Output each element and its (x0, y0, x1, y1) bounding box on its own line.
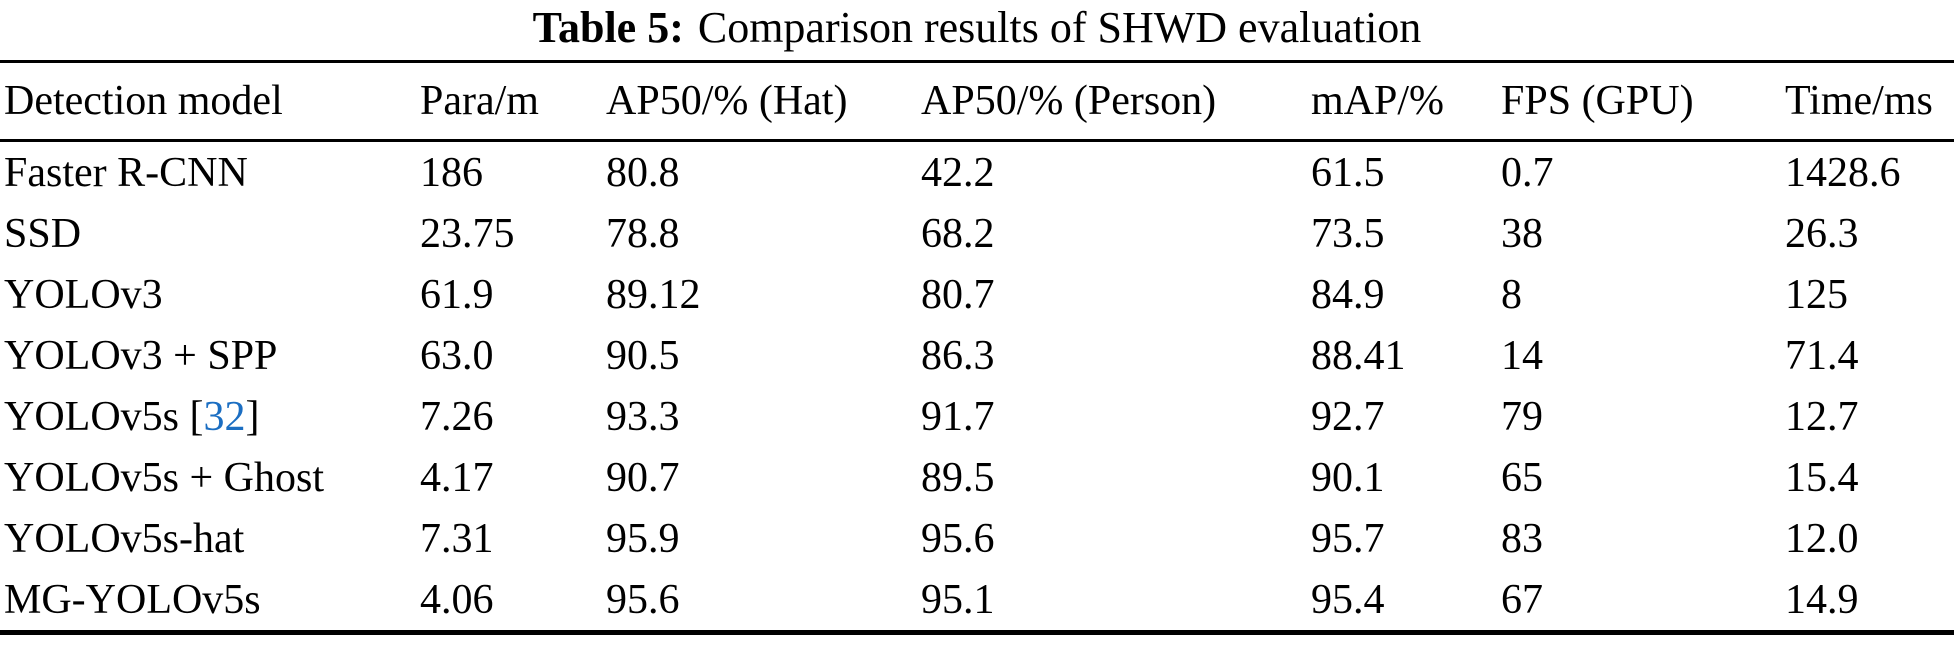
value-cell: 91.7 (921, 393, 995, 440)
value-cell: 80.7 (921, 271, 995, 318)
model-name-cell: YOLOv3 + SPP (4, 332, 278, 379)
value-cell: 65 (1501, 454, 1543, 501)
table-caption-text: Comparison results of SHWD evaluation (697, 3, 1422, 52)
citation-link[interactable]: 32 (203, 393, 246, 440)
column-header: Time/ms (1785, 60, 1954, 143)
value-cell: 7.31 (420, 515, 494, 562)
table-body: Faster R-CNN 186 80.8 42.2 61.5 0.7 1428.6 SSD 2… (0, 141, 1954, 636)
value-cell: 93.3 (606, 393, 680, 440)
value-cell: 61.9 (420, 271, 494, 318)
table-row: YOLOv5s [32] 7.26 93.3 91.7 92.7 79 12.7 (0, 386, 1954, 447)
value-cell: 23.75 (420, 210, 515, 257)
value-cell: 86.3 (921, 332, 995, 379)
value-cell: 14.9 (1785, 569, 1954, 636)
value-cell: 42.2 (921, 149, 995, 196)
header-row: Detection model Para/m AP50/% (Hat) AP50/% … (0, 60, 1954, 143)
model-name-cell: SSD (4, 210, 82, 257)
value-cell: 73.5 (1311, 210, 1385, 257)
value-cell: 90.7 (606, 454, 680, 501)
value-cell: 15.4 (1785, 454, 1859, 501)
value-cell: 95.6 (606, 569, 921, 636)
table-caption-label: Table 5: (532, 3, 684, 52)
value-cell: 84.9 (1311, 271, 1385, 318)
value-cell: 12.7 (1785, 393, 1859, 440)
comparison-table: Detection model Para/m AP50/% (Hat) AP50/% … (0, 60, 1954, 636)
model-name-cell: YOLOv5s [32] (4, 393, 260, 440)
value-cell: 95.7 (1311, 515, 1385, 562)
value-cell: 186 (420, 149, 483, 196)
value-cell: 95.1 (921, 569, 1311, 636)
model-name-cell: YOLOv5s + Ghost (4, 454, 325, 501)
table-row: Faster R-CNN 186 80.8 42.2 61.5 0.7 1428.6 (0, 141, 1954, 204)
value-cell: 7.26 (420, 393, 494, 440)
table-row: MG-YOLOv5s 4.06 95.6 95.1 95.4 67 14.9 (0, 569, 1954, 636)
value-cell: 26.3 (1785, 210, 1859, 257)
value-cell: 92.7 (1311, 393, 1385, 440)
value-cell: 68.2 (921, 210, 995, 257)
value-cell: 80.8 (606, 149, 680, 196)
paper-page: Table 5: Comparison results of SHWD evalu… (0, 3, 1954, 650)
column-header: AP50/% (Hat) (606, 60, 921, 143)
column-header: AP50/% (Person) (921, 60, 1311, 143)
value-cell: 95.4 (1311, 569, 1501, 636)
value-cell: 4.06 (420, 569, 606, 636)
value-cell: 89.5 (921, 454, 995, 501)
value-cell: 1428.6 (1785, 149, 1901, 196)
table-row: YOLOv5s-hat 7.31 95.9 95.6 95.7 83 12.0 (0, 508, 1954, 569)
value-cell: 61.5 (1311, 149, 1385, 196)
value-cell: 0.7 (1501, 149, 1554, 196)
model-name-cell: Faster R-CNN (4, 149, 248, 196)
value-cell: 67 (1501, 569, 1785, 636)
value-cell: 78.8 (606, 210, 680, 257)
column-header: Para/m (420, 60, 606, 143)
value-cell: 14 (1501, 332, 1543, 379)
value-cell: 4.17 (420, 454, 494, 501)
column-header: Detection model (0, 60, 420, 143)
value-cell: 90.5 (606, 332, 680, 379)
table-row: SSD 23.75 78.8 68.2 73.5 38 26.3 (0, 203, 1954, 264)
table-row: YOLOv3 + SPP 63.0 90.5 86.3 88.41 14 71.4 (0, 325, 1954, 386)
value-cell: 90.1 (1311, 454, 1385, 501)
model-name-cell: YOLOv5s-hat (4, 515, 245, 562)
value-cell: 89.12 (606, 271, 701, 318)
value-cell: 83 (1501, 515, 1543, 562)
table-caption: Table 5: Comparison results of SHWD evalu… (0, 3, 1954, 52)
value-cell: 71.4 (1785, 332, 1859, 379)
value-cell: 8 (1501, 271, 1522, 318)
value-cell: 125 (1785, 271, 1848, 318)
value-cell: 38 (1501, 210, 1543, 257)
value-cell: 95.6 (921, 515, 995, 562)
value-cell: 95.9 (606, 515, 680, 562)
value-cell: 88.41 (1311, 332, 1406, 379)
value-cell: 63.0 (420, 332, 494, 379)
model-name-cell: MG-YOLOv5s (0, 569, 420, 636)
value-cell: 12.0 (1785, 515, 1859, 562)
model-name-cell: YOLOv3 (4, 271, 163, 318)
table-row: YOLOv3 61.9 89.12 80.7 84.9 8 125 (0, 264, 1954, 325)
table-row: YOLOv5s + Ghost 4.17 90.7 89.5 90.1 65 15.4 (0, 447, 1954, 508)
value-cell: 79 (1501, 393, 1543, 440)
column-header: mAP/% (1311, 60, 1501, 143)
column-header: FPS (GPU) (1501, 60, 1785, 143)
